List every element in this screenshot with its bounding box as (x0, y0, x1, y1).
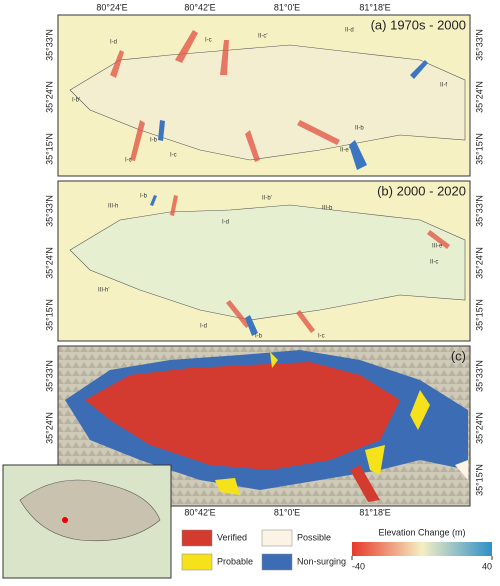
glacier-label: II-f (440, 83, 447, 89)
legend: Verified Possible Probable Non-surging (181, 529, 346, 571)
glacier-label: I-d (110, 40, 117, 46)
glacier-label: III-h' (98, 288, 109, 294)
glacier-label: III-h (108, 204, 118, 210)
glacier-label: I-c (125, 158, 132, 164)
legend-swatch (181, 553, 213, 571)
legend-label: Verified (217, 532, 247, 542)
lon-label: 81°18'E (359, 2, 390, 12)
panel-label: (c) (451, 348, 466, 363)
lat-label: 35°24'N (44, 81, 54, 113)
lat-label: 35°24'N (474, 81, 484, 113)
lat-label: 35°15'N (474, 133, 484, 165)
lat-label: 35°24'N (44, 247, 54, 279)
colorbar-title: Elevation Change (m) (378, 527, 465, 537)
glacier-label: II-b (355, 126, 364, 132)
lat-label: 35°15'N (44, 299, 54, 331)
legend-swatch (181, 529, 213, 547)
lat-label: 35°15'N (474, 464, 484, 496)
glacier-label: I-b (140, 194, 148, 200)
inset-map (2, 464, 172, 579)
glacier-label: I-d (222, 220, 229, 226)
glacier-label: I-c (318, 334, 325, 340)
panel-a (57, 14, 471, 177)
legend-swatch (261, 529, 293, 547)
lat-label: 35°33'N (474, 360, 484, 392)
glacier-label: III-b (322, 206, 333, 212)
lat-label: 35°24'N (44, 412, 54, 444)
colorbar-tick-label: 40 (482, 561, 492, 571)
legend-label: Probable (217, 556, 253, 566)
glacier-label: II-d (345, 28, 354, 34)
legend-label: Non-surging (297, 556, 346, 566)
lat-label: 35°24'N (474, 247, 484, 279)
glacier-label: II-b' (262, 196, 272, 202)
glacier-label: I-b (255, 334, 263, 340)
glacier-label: II-c' (258, 34, 267, 40)
lat-label: 35°33'N (44, 29, 54, 61)
glacier-label: I-b' (72, 98, 80, 104)
colorbar: Elevation Change (m) -40 40 (351, 527, 493, 571)
lat-label: 35°33'N (474, 29, 484, 61)
lon-label: 80°24'E (96, 2, 127, 12)
lon-label: 81°18'E (359, 507, 390, 517)
lat-label: 35°33'N (474, 195, 484, 227)
lat-label: 35°15'N (44, 133, 54, 165)
glacier-label: I-c (170, 153, 177, 159)
panel-label: (b) 2000 - 2020 (377, 183, 466, 198)
panel-c (57, 345, 471, 507)
lon-label: 80°42'E (184, 2, 215, 12)
glacier-label: I-c (205, 38, 212, 44)
glacier-label: II-e' (340, 148, 350, 154)
lat-label: 35°15'N (474, 299, 484, 331)
lon-label: 81°0'E (274, 507, 300, 517)
lon-label: 81°0'E (274, 2, 300, 12)
glacier-label: II-c (430, 260, 438, 266)
glacier-label: III-e (432, 244, 443, 250)
lat-label: 35°33'N (44, 360, 54, 392)
colorbar-ramp (352, 542, 492, 556)
lat-label: 35°33'N (44, 195, 54, 227)
glacier-label: I-d (200, 324, 207, 330)
panel-b (57, 180, 471, 342)
lon-label: 80°42'E (184, 507, 215, 517)
glacier-label: I-b (150, 138, 158, 144)
colorbar-tick-label: -40 (352, 561, 365, 571)
lat-label: 35°24'N (474, 412, 484, 444)
legend-swatch (261, 553, 293, 571)
legend-label: Possible (297, 532, 331, 542)
panel-label: (a) 1970s - 2000 (371, 17, 466, 32)
